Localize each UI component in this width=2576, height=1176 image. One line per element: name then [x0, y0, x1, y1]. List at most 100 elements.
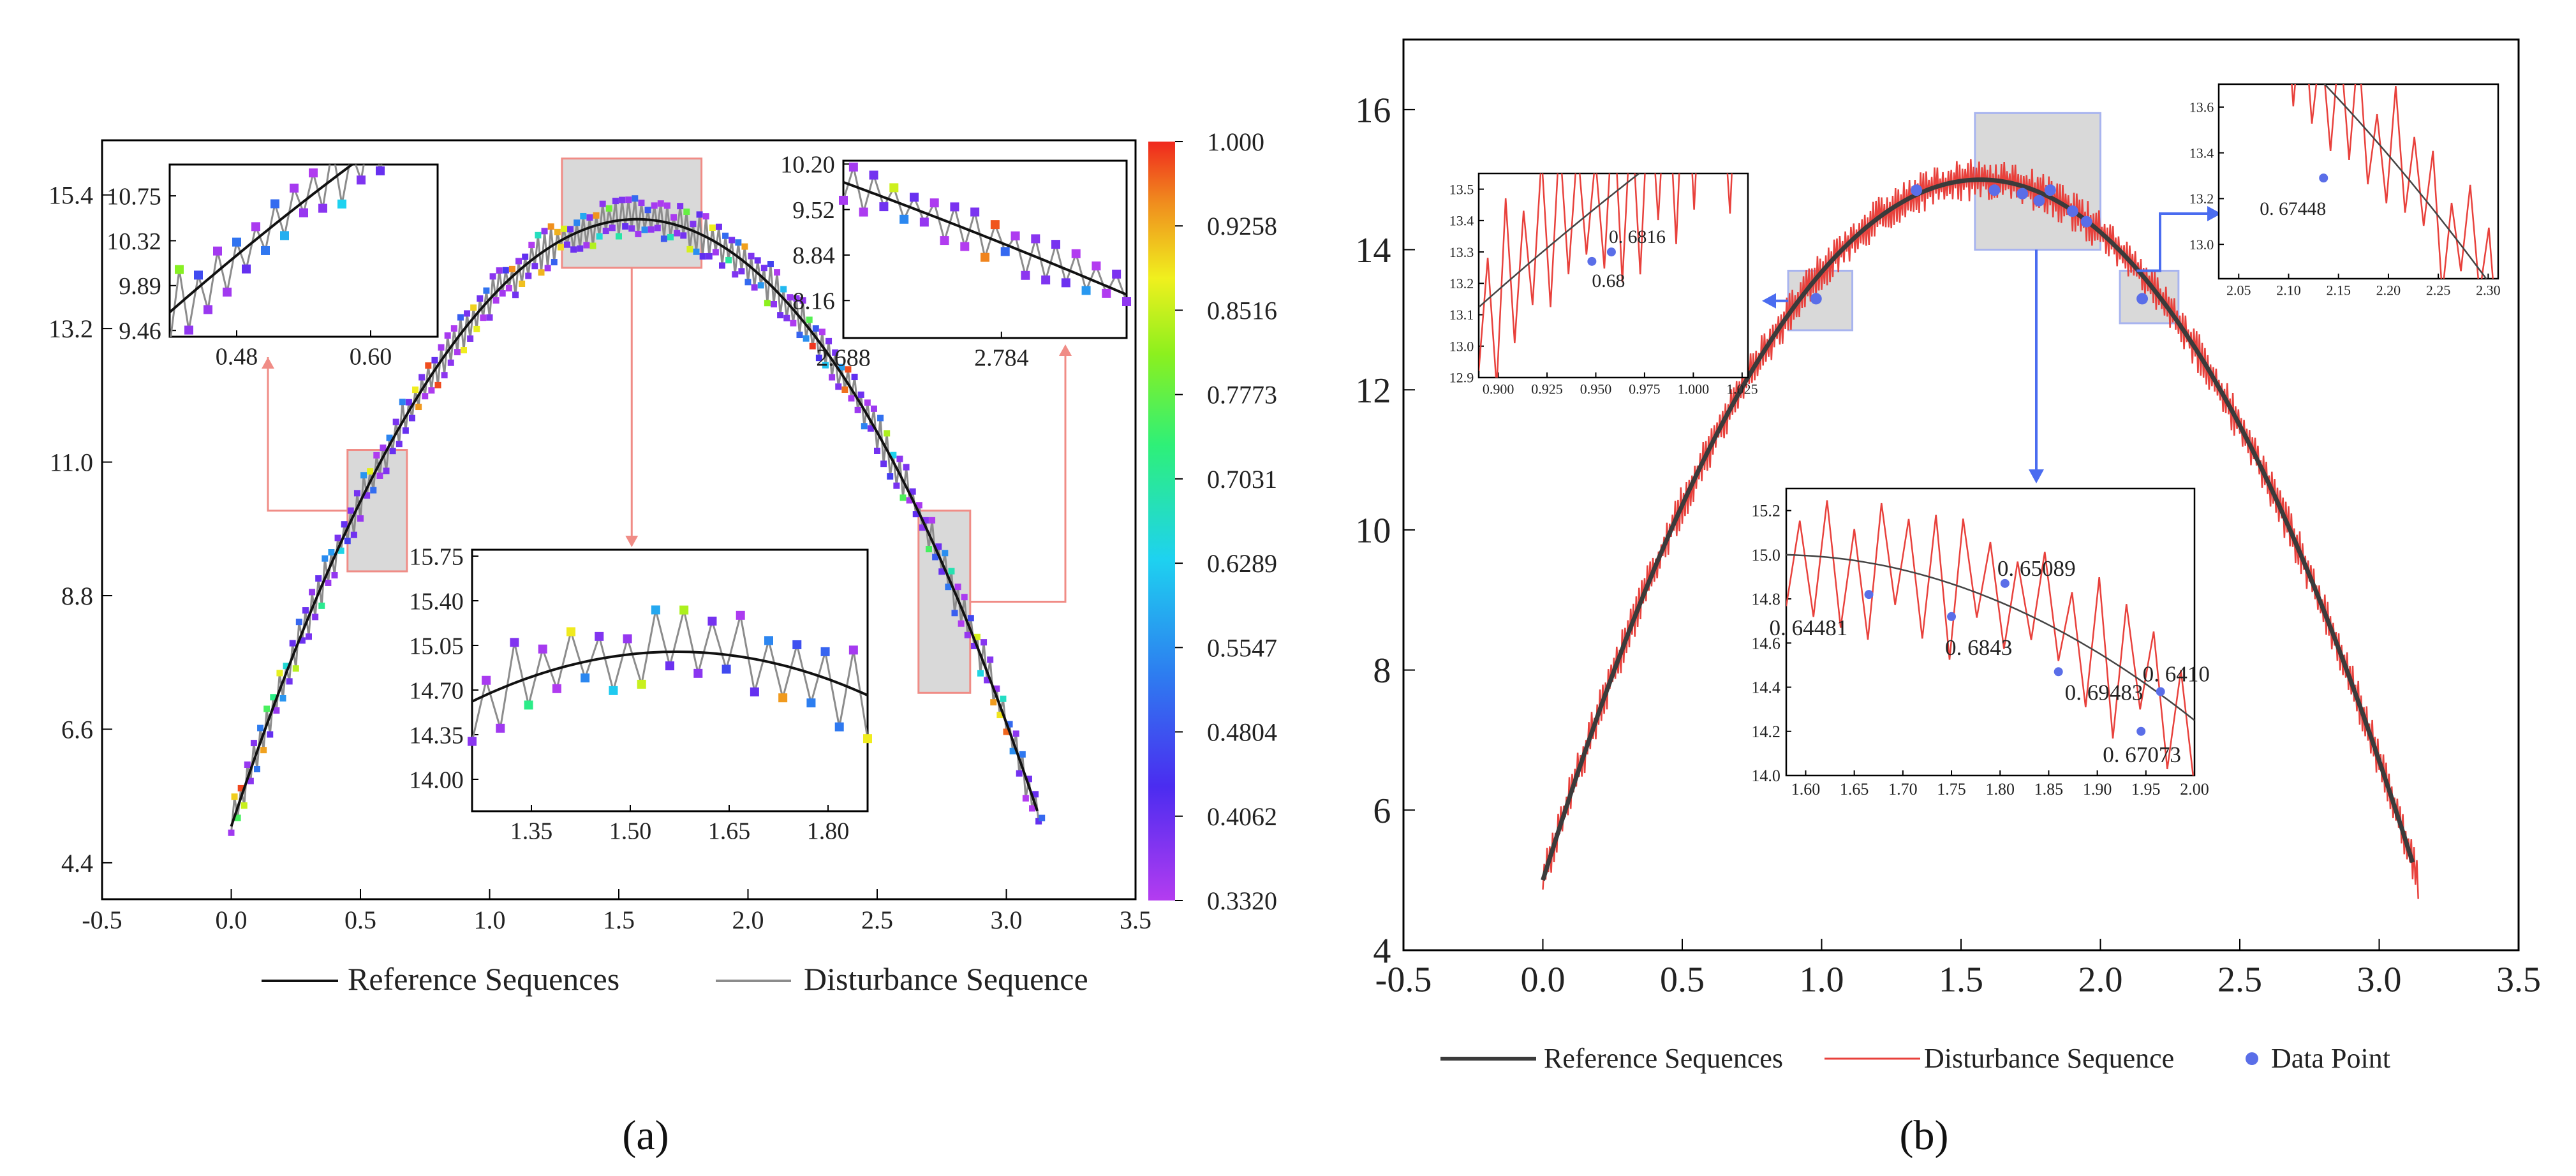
legend-disturbance-label: Disturbance Sequence [804, 961, 1088, 997]
y-tick-label: 8 [1373, 651, 1391, 691]
inset-marker [950, 202, 959, 212]
data-point [2080, 216, 2092, 228]
data-marker [838, 364, 845, 371]
inset-marker [175, 265, 184, 274]
y-tick-label: 15.4 [48, 181, 93, 210]
data-marker [841, 386, 848, 393]
data-marker [906, 497, 913, 504]
data-marker [619, 196, 626, 203]
y-tick-label: 14.35 [409, 722, 464, 749]
inset-marker [1081, 286, 1091, 295]
data-marker [1029, 805, 1035, 812]
data-point [2066, 205, 2078, 217]
x-tick-label: 1.0 [1800, 960, 1844, 999]
data-marker [557, 244, 564, 251]
data-marker [884, 430, 891, 437]
inset-data-point [2319, 173, 2328, 183]
data-marker [328, 548, 335, 555]
inset-marker [834, 722, 844, 731]
arrow-head [2028, 469, 2044, 483]
data-marker [228, 829, 235, 836]
data-marker [386, 434, 393, 441]
data-marker [660, 235, 667, 242]
inset-marker [1092, 261, 1101, 271]
y-tick-label: 13.3 [1449, 244, 1474, 260]
data-marker [1000, 695, 1007, 702]
data-marker [922, 517, 929, 524]
y-tick-label: 12 [1355, 371, 1391, 411]
y-tick-label: 15.05 [409, 633, 464, 659]
x-tick-label: 2.10 [2276, 282, 2301, 298]
colorbar-tick-label: 0.7031 [1207, 465, 1277, 494]
inset-marker [848, 162, 858, 172]
y-tick-label: 8.16 [792, 288, 835, 315]
data-marker [1012, 730, 1019, 737]
y-tick-label: 14.0 [1751, 767, 1780, 785]
data-marker [567, 226, 574, 233]
inset-marker [261, 246, 270, 255]
x-tick-label: 0.60 [350, 344, 392, 371]
inset-disturbance-line [2291, 84, 2494, 279]
data-marker [777, 312, 784, 319]
data-marker [667, 233, 674, 240]
data-marker [1032, 791, 1039, 798]
y-tick-label: 14.2 [1751, 723, 1780, 741]
y-tick-label: 13.0 [2189, 237, 2214, 253]
data-marker [492, 297, 500, 304]
y-tick-label: 13.2 [1449, 276, 1474, 291]
x-tick-label: 1.65 [1840, 780, 1869, 798]
arrow-head [2207, 206, 2221, 221]
inset-point-label: 0. 67073 [2103, 742, 2181, 767]
data-marker [686, 246, 693, 253]
data-marker [635, 230, 642, 237]
inset-marker [623, 634, 632, 643]
inset-marker [1021, 270, 1030, 280]
y-tick-label: 8.8 [61, 582, 93, 610]
data-marker [337, 547, 344, 554]
plot-frame [471, 548, 869, 812]
data-marker [732, 271, 739, 278]
data-marker [958, 620, 965, 627]
data-marker [322, 555, 329, 562]
data-marker [341, 521, 348, 528]
x-tick-label: 2.05 [2226, 282, 2251, 298]
inset-point-label: 0. 65089 [1997, 556, 2076, 581]
data-marker [616, 233, 622, 240]
data-marker [929, 517, 936, 524]
data-marker [428, 387, 435, 394]
data-marker [415, 404, 422, 411]
data-marker [360, 472, 367, 479]
inset-marker [1041, 275, 1051, 284]
data-marker [951, 610, 958, 617]
data-marker [267, 731, 274, 738]
inset-marker [820, 647, 830, 656]
inset-marker [232, 237, 241, 247]
data-marker [790, 320, 797, 327]
y-tick-label: 16 [1355, 91, 1391, 130]
data-marker [690, 221, 697, 228]
inset-point-label: 0. 6410 [2143, 661, 2210, 686]
x-tick-label: -0.5 [82, 906, 122, 934]
inset-marker [1122, 297, 1131, 307]
data-marker [234, 814, 241, 821]
data-marker [441, 372, 448, 379]
y-tick-label: 11.0 [49, 448, 93, 477]
inset-marker [510, 638, 519, 647]
data-marker [748, 253, 755, 260]
inset-marker [919, 217, 929, 227]
data-marker [376, 472, 383, 479]
reference-line [230, 217, 1039, 827]
data-marker [389, 448, 396, 455]
inset-marker [581, 673, 590, 683]
x-tick-label: 1.5 [603, 906, 635, 934]
data-marker [438, 344, 445, 351]
y-tick-label: 13.1 [1449, 307, 1474, 323]
data-marker [622, 223, 629, 230]
data-marker [302, 607, 309, 614]
data-marker [890, 452, 897, 459]
data-marker [344, 538, 351, 545]
y-tick-label: 9.89 [119, 273, 161, 300]
data-marker [783, 314, 790, 321]
data-marker [706, 253, 713, 260]
data-marker [250, 740, 257, 747]
